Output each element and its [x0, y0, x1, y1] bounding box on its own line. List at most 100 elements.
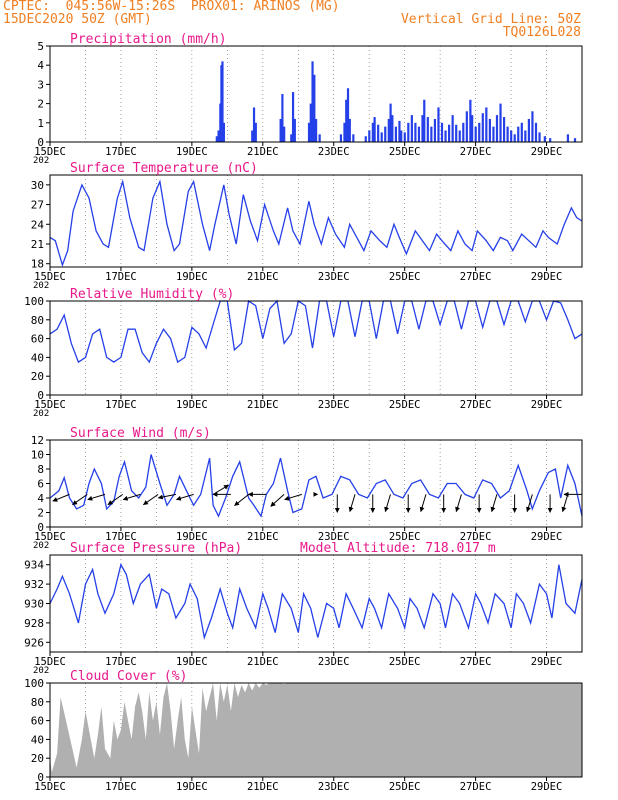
- precip-bar: [423, 99, 426, 142]
- precip-bar: [315, 118, 318, 142]
- wind-vector-arrow: [348, 494, 356, 513]
- precip-bar: [566, 134, 570, 142]
- precip-bar: [309, 103, 312, 142]
- wind-vector-arrow: [122, 493, 141, 501]
- precip-bar: [279, 118, 282, 142]
- cloud-title: Cloud Cover (%): [70, 669, 187, 684]
- precip-bar: [426, 117, 429, 142]
- cloud-cover-area: [50, 683, 582, 777]
- rh-frame: [49, 300, 583, 396]
- precip-bar: [474, 126, 477, 142]
- temp-frame: [49, 174, 583, 268]
- y-tick-label: 60: [31, 715, 44, 728]
- precip-bar: [471, 115, 474, 142]
- wind-vector-arrow: [284, 493, 302, 501]
- precip-bar: [485, 107, 488, 142]
- precip-bar: [462, 122, 465, 142]
- y-tick-label: 100: [24, 295, 44, 308]
- rh-series-line: [49, 299, 583, 364]
- precip-bar: [394, 126, 397, 142]
- precip-bar: [293, 118, 296, 142]
- y-tick-label: 0: [37, 389, 44, 402]
- precip-bar: [451, 115, 454, 142]
- wind-vector-arrow: [212, 484, 230, 495]
- precip-bar: [527, 118, 530, 142]
- x-tick-label: 19DEC: [176, 271, 208, 283]
- precip-bar: [421, 115, 424, 142]
- x-tick-label: 17DEC: [105, 781, 137, 793]
- precip-bar: [252, 107, 256, 142]
- x-tick-label: 23DEC: [318, 146, 350, 158]
- x-tick-label: 23DEC: [318, 781, 350, 793]
- header-date: 15DEC2020 50Z (GMT): [3, 12, 152, 27]
- precip-bar: [502, 117, 506, 142]
- precip-bar: [221, 61, 224, 142]
- precip-bar: [371, 122, 374, 142]
- y-tick-label: 40: [31, 351, 44, 364]
- precip-bar: [313, 74, 316, 142]
- x-tick-label: 27DEC: [460, 781, 492, 793]
- x-year-label: 202: [33, 666, 49, 676]
- x-tick-label: 19DEC: [176, 531, 208, 543]
- precip-bar: [343, 122, 346, 142]
- x-tick-label: 29DEC: [531, 656, 563, 668]
- x-tick-label: 23DEC: [318, 271, 350, 283]
- precip-bar: [499, 103, 502, 142]
- pressure-series-line: [49, 562, 583, 640]
- x-tick-label: 17DEC: [105, 146, 137, 158]
- y-tick-label: 0: [37, 771, 44, 784]
- precip-bar: [391, 115, 394, 142]
- wind-vector-arrow: [52, 493, 70, 502]
- y-tick-label: 8: [37, 463, 44, 476]
- y-tick-label: 0: [37, 521, 44, 534]
- precip-bar: [345, 99, 348, 142]
- y-tick-label: 20: [31, 752, 44, 765]
- precip-bar: [414, 122, 417, 142]
- precip-title: Precipitation (mm/h): [70, 32, 227, 47]
- y-tick-label: 40: [31, 733, 44, 746]
- precip-bar: [283, 126, 286, 142]
- y-tick-label: 0: [37, 136, 44, 149]
- wind-title: Surface Wind (m/s): [70, 426, 211, 441]
- x-tick-label: 25DEC: [389, 781, 421, 793]
- x-year-label: 202: [33, 409, 49, 419]
- precip-bar: [389, 103, 392, 142]
- y-tick-label: 926: [24, 636, 44, 649]
- x-tick-label: 15DEC: [34, 271, 66, 283]
- y-tick-label: 932: [24, 578, 44, 591]
- x-tick-label: 27DEC: [460, 146, 492, 158]
- precip-frame: [49, 45, 583, 143]
- y-tick-label: 12: [31, 434, 44, 447]
- y-tick-label: 930: [24, 598, 44, 611]
- precip-bar: [217, 130, 220, 142]
- x-tick-label: 21DEC: [247, 781, 279, 793]
- y-tick-label: 4: [37, 492, 44, 505]
- precip-bar: [488, 118, 491, 142]
- x-tick-label: 27DEC: [460, 656, 492, 668]
- model-altitude-label: Model Altitude: 718.017 m: [300, 541, 496, 556]
- precip-bar: [455, 124, 458, 142]
- precip-bar: [387, 118, 390, 142]
- precip-bar: [407, 122, 410, 142]
- x-tick-label: 25DEC: [389, 146, 421, 158]
- precip-bar: [352, 134, 355, 142]
- precip-bar: [291, 92, 295, 142]
- x-year-label: 202: [33, 156, 49, 166]
- x-tick-label: 15DEC: [34, 781, 66, 793]
- y-tick-label: 100: [24, 677, 44, 690]
- y-tick-label: 2: [37, 98, 44, 111]
- precip-bar: [403, 132, 406, 142]
- precip-bar: [478, 122, 481, 142]
- header-location: CPTEC: 045:56W-15:26S PROX01: ARINOS (MG…: [3, 0, 340, 14]
- temp-title: Surface Temperature (nC): [70, 161, 258, 176]
- wind-vector-arrow: [107, 493, 123, 506]
- precip-bar: [251, 130, 254, 142]
- rh-title: Relative Humidity (%): [70, 287, 234, 302]
- x-tick-label: 25DEC: [389, 656, 421, 668]
- y-tick-label: 4: [37, 59, 44, 72]
- precip-bar: [506, 126, 509, 142]
- wind-vector-arrow: [234, 493, 249, 507]
- y-tick-label: 21: [31, 238, 44, 251]
- y-tick-label: 928: [24, 617, 44, 630]
- x-year-label: 202: [33, 541, 49, 551]
